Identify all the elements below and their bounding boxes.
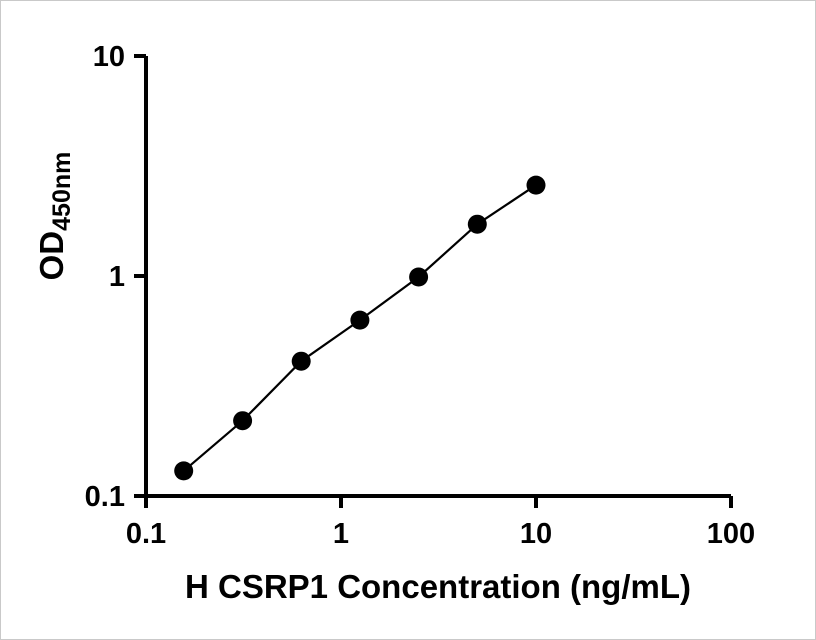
data-point-marker <box>526 175 546 195</box>
y-tick-label: 1 <box>109 261 125 293</box>
axis-ticks <box>134 54 733 508</box>
y-axis-title-main: OD <box>33 231 70 281</box>
data-point-marker <box>233 411 253 431</box>
data-point-marker <box>467 214 487 234</box>
x-tick-label: 1 <box>333 518 349 550</box>
data-point-marker <box>291 351 311 371</box>
axis-tick-labels: 0.1 1 10 100 10 1 0.1 <box>85 41 756 550</box>
y-tick-label: 0.1 <box>85 481 125 513</box>
x-tick-label: 0.1 <box>126 518 166 550</box>
data-point-marker <box>174 461 194 481</box>
series-layer <box>174 175 546 481</box>
y-axis-title: OD450nm <box>33 152 76 281</box>
x-axis-title: H CSRP1 Concentration (ng/mL) <box>185 568 691 605</box>
y-axis-title-subscript: 450nm <box>48 152 76 231</box>
y-tick-label: 10 <box>93 41 125 73</box>
x-tick-label: 100 <box>707 518 755 550</box>
x-tick-label: 10 <box>520 518 552 550</box>
data-point-marker <box>409 267 429 287</box>
axes-spines <box>144 56 731 498</box>
data-point-marker <box>350 310 370 330</box>
